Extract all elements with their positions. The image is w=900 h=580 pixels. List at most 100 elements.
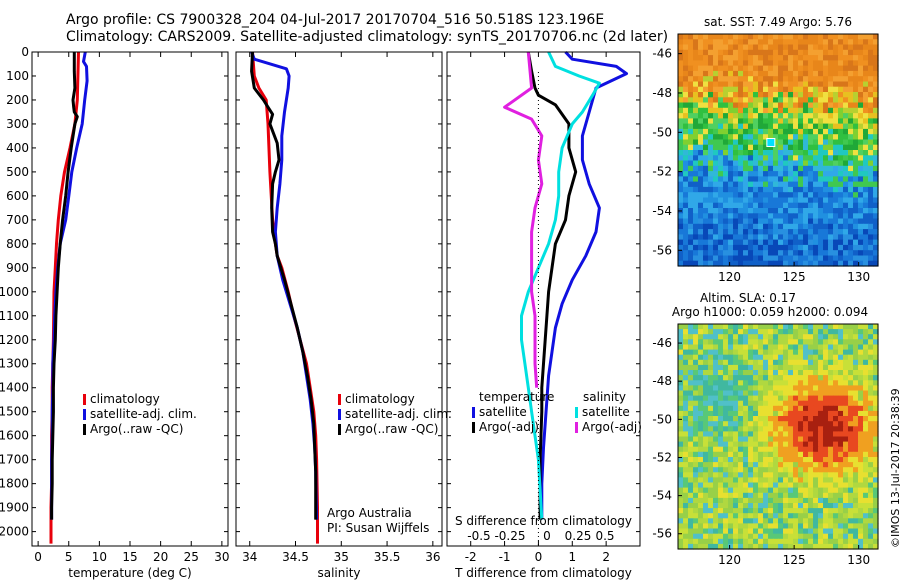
sla-cell [768,416,774,422]
sst-cell [703,250,709,257]
sla-cell [768,370,774,376]
sla-cell [838,492,844,499]
sst-cell [843,229,849,235]
sla-cell [703,508,709,514]
sst-cell [728,234,734,241]
sla-cell [743,334,749,340]
sst-cell [733,197,739,204]
sla-cell [858,364,864,371]
sst-cell [793,128,799,135]
sla-cell [803,421,809,427]
sla-cell [848,385,854,392]
sla-cell [803,370,809,376]
sla-cell [823,472,829,478]
sla-cell [813,385,819,392]
sla-cell [738,508,744,514]
sst-cell [848,97,854,104]
sst-cell [858,123,864,130]
sst-cell [748,255,754,262]
sst-cell [873,128,879,135]
sla-cell [773,324,779,330]
legend-label-diff-sal-0: satellite [582,405,630,419]
sst-cell [803,192,809,199]
sst-cell [783,55,789,61]
sst-cell [803,181,809,188]
sst-cell [743,218,749,225]
sla-cell [678,441,684,448]
sst-cell [683,44,689,51]
sla-cell [718,390,724,397]
sla-cell [838,385,844,392]
sst-cell [783,208,789,214]
sst-cell [688,60,694,67]
sla-cell [693,416,699,422]
sst-cell [693,55,699,61]
sst-cell [838,113,844,119]
sla-cell [723,513,729,519]
sla-cell [858,349,864,356]
sst-cell [858,181,864,188]
sla-cell [838,324,844,330]
sst-cell [783,139,789,146]
sla-cell [713,364,719,371]
sst-cell [678,186,684,193]
sla-cell [818,359,824,366]
sst-cell [828,234,834,241]
sla-cell [683,513,689,519]
sla-cell [788,533,794,540]
sst-cell [768,244,774,251]
sst-cell [718,165,724,172]
x-tick-label-temperature-3: 15 [122,550,137,564]
sst-cell [713,260,719,267]
sst-cell [818,202,824,209]
sst-cell [713,218,719,225]
sla-cell [763,370,769,376]
sst-cell [868,97,874,104]
sla-cell [728,533,734,540]
sla-cell [758,482,764,489]
sst-cell [748,113,754,119]
sst-cell [863,229,869,235]
sst-cell [703,208,709,214]
sst-cell [738,92,744,98]
sla-cell [798,329,804,335]
sst-cell [678,181,684,188]
sla-cell [738,426,744,432]
sst-cell [778,65,784,72]
sst-cell [803,244,809,251]
sst-cell [843,70,849,77]
sla-cell [828,543,834,550]
argo-position-marker [766,137,776,147]
sst-cell [708,150,714,156]
sst-cell [743,208,749,214]
sst-cell [783,218,789,225]
sla-cell [828,477,834,484]
sla-cell [693,508,699,514]
sla-cell [698,508,704,514]
sst-cell [753,86,759,93]
sla-cell [753,329,759,335]
sla-cell [853,370,859,376]
y-tick-label-9: 900 [6,261,29,275]
sst-cell [788,197,794,204]
sla-cell [788,375,794,381]
sst-cell [808,250,814,257]
sla-cell [858,441,864,448]
sst-cell [788,92,794,98]
x-tick-label-salinity-3: 35.5 [374,550,401,564]
sla-cell [853,364,859,371]
sla-cell [678,533,684,540]
sla-cell [728,375,734,381]
sst-cell [748,60,754,67]
sst-cell [778,76,784,83]
sst-cell [693,250,699,257]
sst-cell [733,60,739,67]
sst-cell [868,234,874,241]
sst-cell [808,192,814,199]
sst-cell [858,49,864,56]
sst-cell [738,144,744,151]
sst-cell [688,260,694,267]
sst-cell [793,86,799,93]
sla-cell [713,339,719,345]
sla-cell [773,543,779,550]
